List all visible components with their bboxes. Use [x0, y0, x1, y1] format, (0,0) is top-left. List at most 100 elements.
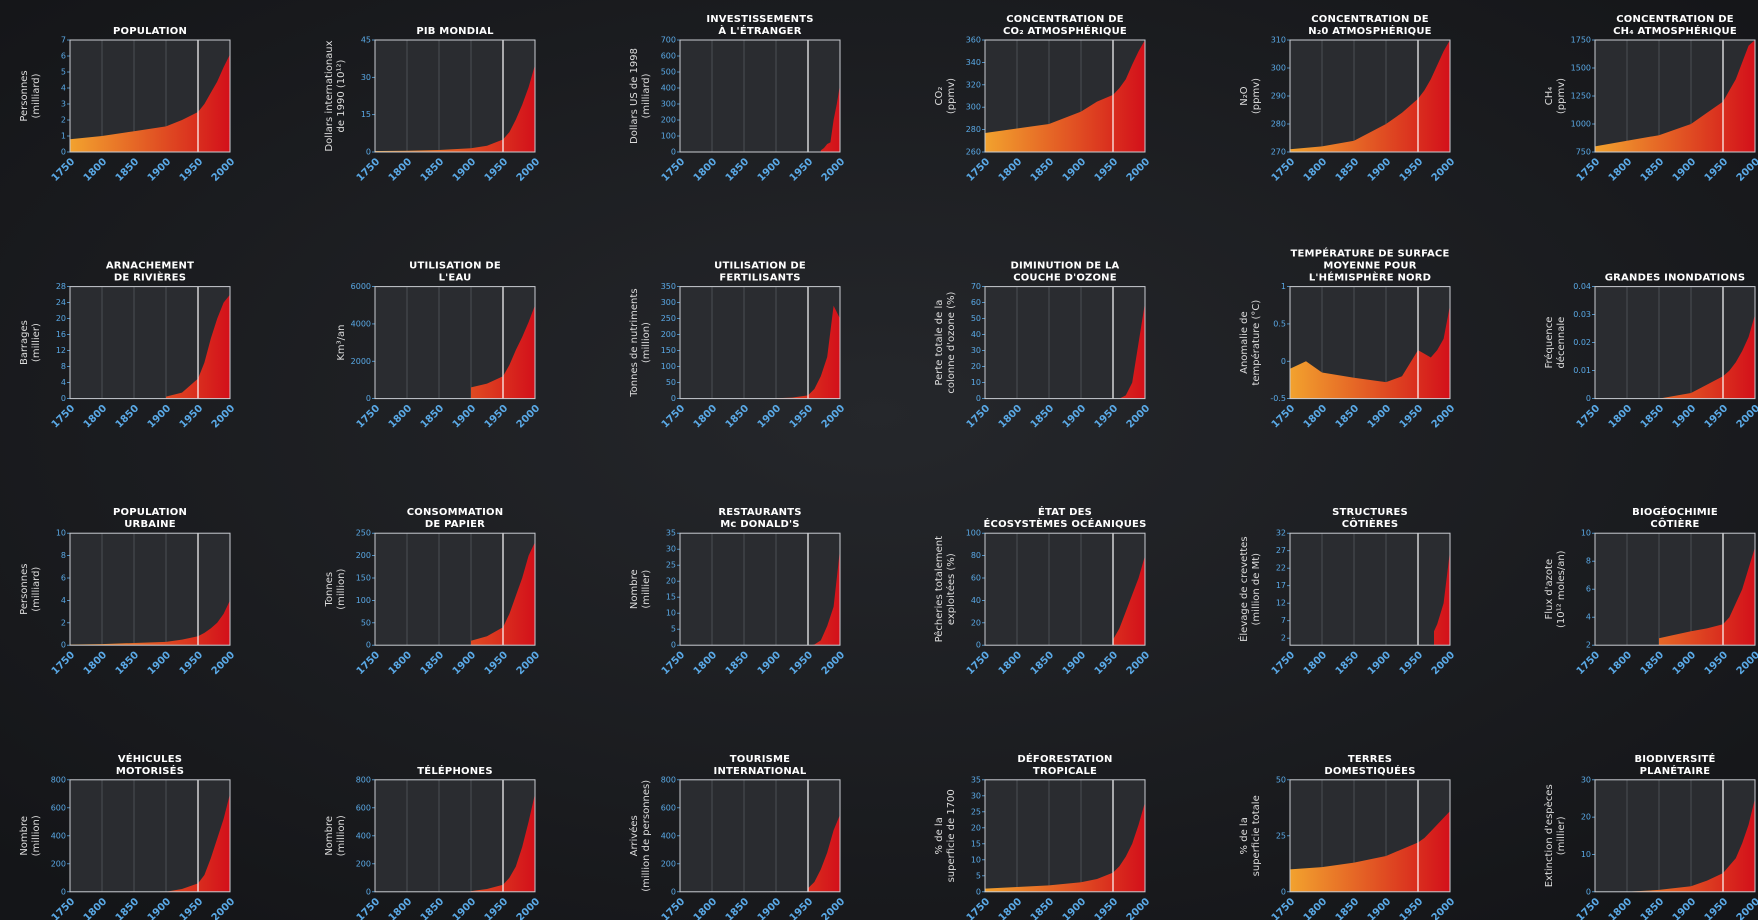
- y-axis-label: de 1990 (10¹²): [336, 59, 347, 132]
- y-tick-label: 4: [1586, 613, 1591, 622]
- y-tick-label: 24: [56, 298, 66, 307]
- y-tick-label: 200: [661, 859, 676, 868]
- y-tick-label: 4: [61, 378, 66, 387]
- chart-title: URBAINE: [124, 519, 176, 530]
- chart: 1750 1800 1850 1900 1950 2000270280290300310C…: [1239, 14, 1457, 184]
- y-tick-label: 250: [661, 314, 676, 323]
- y-tick-label: 0: [366, 394, 371, 403]
- chart: 1750 1800 1850 1900 1950 2000010203040506070D…: [934, 261, 1152, 431]
- y-axis-label: (10¹² moles/an): [1556, 550, 1567, 628]
- y-tick-label: 600: [51, 803, 66, 812]
- y-tick-label: 7: [1281, 616, 1286, 625]
- plot-frame: [1594, 779, 1756, 893]
- y-tick-label: 27: [1276, 546, 1286, 555]
- chart-title: L'HÉMISPHÈRE NORD: [1309, 271, 1431, 284]
- area: [985, 802, 1145, 892]
- y-tick-label: 280: [1271, 120, 1286, 129]
- plot-frame: [69, 532, 231, 646]
- y-tick-label: 60: [971, 298, 981, 307]
- y-tick-label: 50: [1276, 775, 1286, 784]
- area: [166, 793, 230, 892]
- plot-frame: [1594, 39, 1756, 153]
- y-tick-label: 290: [1271, 92, 1286, 101]
- y-tick-label: 30: [666, 545, 676, 554]
- y-tick-label: 0: [671, 641, 676, 650]
- y-tick-label: 500: [661, 68, 676, 77]
- area: [1595, 314, 1755, 399]
- y-tick-label: 400: [661, 84, 676, 93]
- y-tick-label: 8: [61, 362, 66, 371]
- chart: 1750 1800 1850 1900 1950 2000020406080100ÉTAT…: [933, 505, 1152, 677]
- y-axis-label: (million): [641, 322, 652, 363]
- chart-title: POPULATION: [113, 26, 187, 37]
- y-tick-label: 15: [666, 593, 676, 602]
- y-axis-label: Nombre: [324, 816, 335, 856]
- y-tick-label: 3: [61, 100, 66, 109]
- y-axis-label: Flux d'azote: [1544, 559, 1555, 620]
- plot-frame: [1594, 286, 1756, 400]
- y-tick-label: 100: [661, 362, 676, 371]
- chart-title: DOMESTIQUÉES: [1324, 764, 1415, 777]
- chart-title: BIOGÉOCHIMIE: [1632, 505, 1718, 518]
- y-tick-label: 20: [971, 362, 981, 371]
- chart-title: MOYENNE POUR: [1323, 261, 1416, 272]
- y-tick-label: 10: [666, 609, 676, 618]
- y-tick-label: 0.02: [1573, 338, 1591, 347]
- area: [1290, 40, 1450, 152]
- chart-title: L'EAU: [439, 273, 472, 284]
- plot-frame: [374, 286, 536, 400]
- y-tick-label: 35: [666, 529, 676, 538]
- y-tick-label: 50: [666, 378, 676, 387]
- y-tick-label: 15: [361, 110, 371, 119]
- area: [166, 294, 230, 399]
- chart-title: TROPICALE: [1033, 766, 1097, 777]
- plot-frame: [1289, 39, 1451, 153]
- y-axis-label: (ppmv): [1556, 78, 1567, 114]
- y-tick-label: 10: [1581, 850, 1591, 859]
- plot-frame: [984, 532, 1146, 646]
- area: [1113, 555, 1145, 646]
- y-tick-label: 300: [1271, 64, 1286, 73]
- plot-area: [375, 779, 535, 892]
- plot-frame: [374, 779, 536, 893]
- chart-title: CONCENTRATION DE: [1616, 14, 1733, 25]
- y-tick-label: 1750: [1571, 36, 1591, 45]
- y-axis-label: Personnes: [19, 70, 30, 121]
- y-tick-label: 0: [1586, 887, 1591, 896]
- y-tick-label: 250: [356, 529, 371, 538]
- area: [1595, 798, 1755, 892]
- y-tick-label: 600: [661, 803, 676, 812]
- y-axis-label: N₂O: [1239, 86, 1250, 105]
- chart-title: BIODIVERSITÉ: [1634, 752, 1715, 765]
- y-tick-label: 7: [61, 36, 66, 45]
- y-tick-label: 0: [976, 394, 981, 403]
- y-tick-label: 300: [661, 298, 676, 307]
- y-tick-label: 6: [61, 52, 66, 61]
- area: [1290, 811, 1450, 892]
- y-tick-label: 0: [61, 394, 66, 403]
- y-tick-label: 20: [971, 823, 981, 832]
- y-tick-label: 10: [1581, 529, 1591, 538]
- plot-area: [680, 779, 840, 892]
- y-axis-label: (milliard): [31, 567, 42, 612]
- chart-title: COUCHE D'OZONE: [1013, 273, 1117, 284]
- area: [70, 54, 230, 152]
- y-tick-label: 800: [51, 775, 66, 784]
- y-axis-label: (millier): [641, 570, 652, 609]
- y-tick-label: 100: [356, 596, 371, 605]
- y-tick-label: 0: [671, 148, 676, 157]
- y-axis-label: (million de Mt): [1251, 553, 1262, 626]
- area: [70, 600, 230, 646]
- y-tick-label: 4: [61, 84, 66, 93]
- y-tick-label: 20: [666, 577, 676, 586]
- y-tick-label: 10: [56, 529, 66, 538]
- y-tick-label: 1: [1281, 282, 1286, 291]
- charts: 1750 1800 1850 1900 1950 200001234567POPULATI…: [19, 14, 1758, 920]
- y-tick-label: 2000: [351, 357, 371, 366]
- plot-frame: [1289, 286, 1451, 400]
- plot-frame: [69, 39, 231, 153]
- y-tick-label: 10: [971, 378, 981, 387]
- y-tick-label: 0.01: [1573, 366, 1591, 375]
- chart-title: CO₂ ATMOSPHÉRIQUE: [1003, 24, 1127, 37]
- plot-area: [985, 533, 1145, 646]
